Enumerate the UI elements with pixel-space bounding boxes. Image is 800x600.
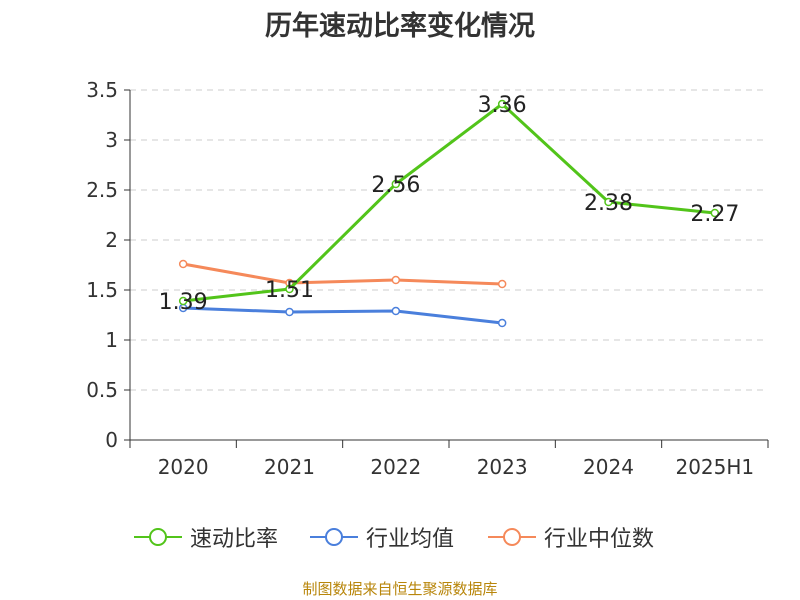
series-0-point [497, 99, 507, 109]
series-0-point [391, 179, 401, 189]
legend-label-quick-ratio: 速动比率 [190, 527, 279, 552]
y-tick-label: 1.5 [86, 278, 118, 302]
x-tick-label: 2021 [264, 455, 315, 479]
series-0-point [604, 197, 613, 207]
legend-item-industry-median[interactable]: 行业中位数 [488, 520, 654, 554]
y-tick-label: 2 [105, 228, 118, 252]
series-2-line [182, 262, 503, 286]
y-tick-label: 2.5 [86, 178, 118, 202]
data-labels: 1.39 1.51 2.56 3.36 2.38 2.27 [159, 93, 740, 315]
y-tick-label: 3 [105, 128, 118, 152]
x-tick-label: 2022 [370, 455, 421, 479]
series-lines [178, 99, 720, 328]
x-tick-label: 2020 [158, 455, 209, 479]
y-tick-label: 3.5 [86, 78, 118, 102]
series-2-point [497, 279, 507, 289]
x-tick-label: 2024 [583, 455, 634, 479]
y-tick-label: 1 [105, 328, 118, 352]
legend-label-industry-median: 行业中位数 [544, 527, 655, 552]
series-0-line [182, 102, 715, 303]
series-1-point [391, 306, 401, 316]
y-tick-label: 0 [105, 428, 118, 452]
series-0-point [710, 208, 720, 218]
legend-marker-industry-median [488, 528, 536, 546]
series-2-point [178, 259, 188, 269]
legend-circle [503, 528, 521, 546]
y-tick-label: 0.5 [86, 378, 118, 402]
series-1-line [183, 306, 503, 325]
data-label: 2.38 [584, 191, 633, 216]
legend-circle [325, 528, 343, 546]
data-source-note: 制图数据来自恒生聚源数据库 [302, 580, 498, 598]
data-label: 2.56 [371, 173, 420, 198]
grid-lines [130, 89, 768, 391]
series-2-point [391, 275, 401, 285]
x-tick-label: 2025H1 [675, 455, 754, 479]
axes: 0 0.5 1 1.5 2 2.5 3 3.5 2020 2021 2022 2023 2024 2025… [86, 78, 769, 479]
legend-marker-industry-mean [310, 528, 358, 546]
legend-label-industry-mean: 行业均值 [366, 527, 455, 552]
legend-circle [149, 528, 167, 546]
series-0-point [285, 284, 294, 294]
series-1-point [497, 318, 507, 328]
legend-item-quick-ratio[interactable]: 速动比率 [134, 520, 278, 554]
legend-item-industry-mean[interactable]: 行业均值 [310, 520, 454, 554]
data-label: 1.51 [265, 278, 314, 303]
data-label: 1.39 [159, 290, 208, 315]
x-tick-label: 2023 [477, 455, 528, 479]
legend: 速动比率 行业均值 行业中位数 [0, 520, 800, 554]
data-label: 2.27 [690, 202, 739, 227]
legend-marker-quick-ratio [134, 528, 182, 546]
series-1-point [285, 307, 294, 317]
series-0-point [178, 296, 188, 306]
chart-title: 历年速动比率变化情况 [265, 11, 535, 42]
data-label: 3.36 [478, 93, 527, 118]
